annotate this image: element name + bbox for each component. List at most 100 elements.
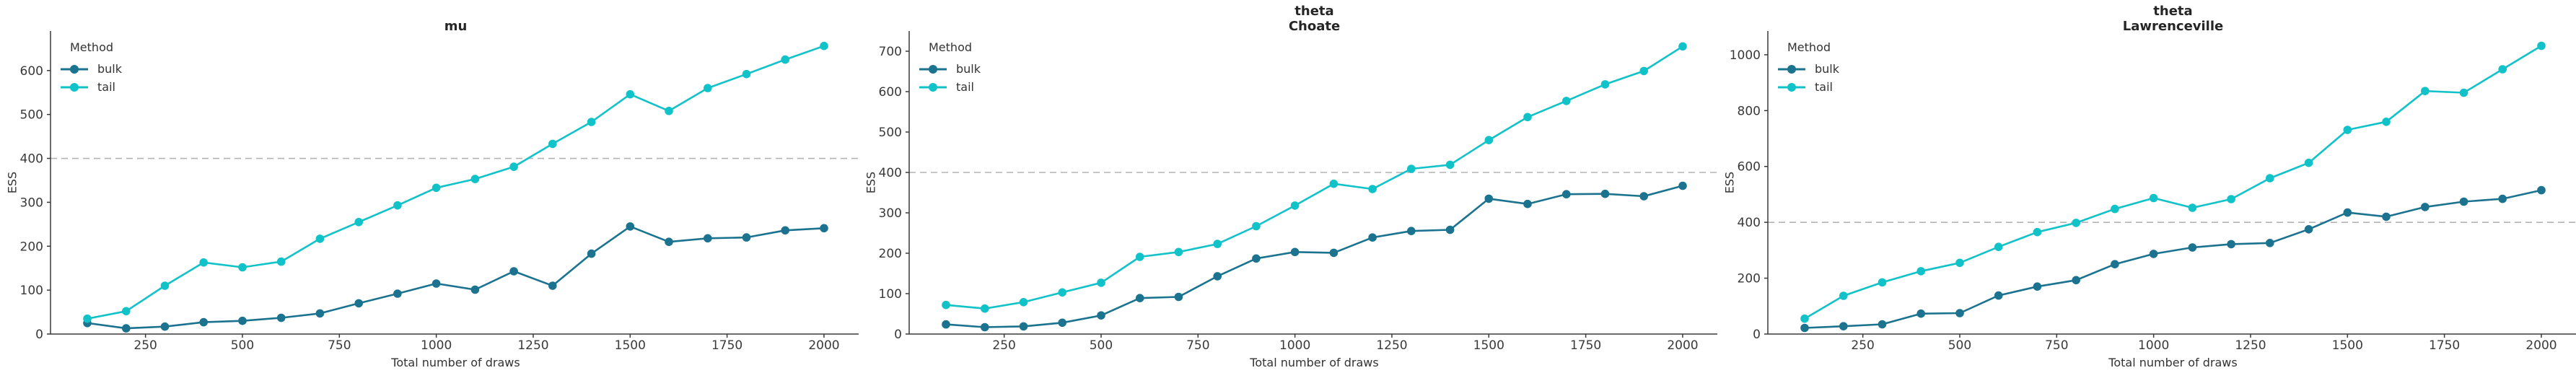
data-point-tail xyxy=(1135,253,1144,261)
data-point-bulk xyxy=(981,322,989,332)
x-axis-label: Total number of draws xyxy=(391,356,520,369)
y-tick-label: 300 xyxy=(20,196,43,210)
data-point-bulk xyxy=(160,322,170,331)
data-point-bulk xyxy=(2111,260,2119,269)
data-point-tail xyxy=(122,307,131,316)
x-tick-label: 750 xyxy=(328,338,351,353)
data-point-bulk xyxy=(742,233,751,242)
data-point-bulk xyxy=(2072,276,2080,285)
data-point-bulk xyxy=(1445,225,1455,234)
data-point-tail xyxy=(2421,87,2430,95)
data-point-bulk xyxy=(276,313,286,322)
x-tick-label: 1250 xyxy=(517,338,548,353)
data-point-bulk xyxy=(2304,225,2313,234)
data-point-tail xyxy=(393,201,402,210)
data-point-tail xyxy=(1600,80,1610,89)
data-point-bulk xyxy=(2421,203,2430,211)
tail-line-marker-icon xyxy=(919,82,947,92)
data-point-bulk xyxy=(2149,250,2158,258)
data-point-tail xyxy=(2266,174,2274,183)
data-point-bulk xyxy=(1329,248,1339,258)
data-point-bulk xyxy=(2266,239,2274,247)
data-point-bulk xyxy=(1955,309,1964,317)
y-tick-label: 500 xyxy=(20,108,43,123)
legend-label-tail: tail xyxy=(956,80,974,94)
y-tick-label: 700 xyxy=(879,45,902,59)
tail-line-marker-icon xyxy=(61,82,88,92)
data-point-bulk xyxy=(238,316,247,325)
legend-label-bulk: bulk xyxy=(956,62,981,76)
data-point-bulk xyxy=(2459,197,2468,206)
data-point-tail xyxy=(2343,126,2352,134)
series-line-bulk xyxy=(1803,189,2543,329)
legend-label-bulk: bulk xyxy=(1815,62,1840,76)
legend-label-bulk: bulk xyxy=(97,62,123,76)
data-point-tail xyxy=(704,84,712,92)
data-point-tail xyxy=(431,183,441,193)
data-point-tail xyxy=(160,281,170,290)
tail-line-marker-icon xyxy=(1778,82,1805,92)
y-tick-label: 200 xyxy=(879,247,902,261)
data-point-tail xyxy=(2459,88,2468,97)
data-point-bulk xyxy=(2188,243,2197,252)
x-axis-label: Total number of draws xyxy=(1250,356,1379,369)
legend-entry-tail: tail xyxy=(919,78,981,96)
y-tick-label: 400 xyxy=(879,166,902,180)
data-point-bulk xyxy=(393,289,402,298)
data-point-tail xyxy=(1329,179,1339,188)
data-point-tail xyxy=(2111,204,2119,214)
x-tick-label: 1000 xyxy=(421,338,452,353)
panel-title-theta-lawrenceville: theta Lawrenceville xyxy=(2122,4,2224,34)
data-point-bulk xyxy=(1562,190,1571,199)
data-point-tail xyxy=(2498,65,2507,74)
data-point-bulk xyxy=(509,267,518,276)
data-point-bulk xyxy=(942,320,950,329)
data-point-bulk xyxy=(1994,291,2003,300)
data-point-tail xyxy=(1878,278,1887,287)
data-point-bulk xyxy=(1213,272,1222,281)
panel-theta-lawrenceville: 250 500 750 1000 1250 1500 1750 2000 0 200 400 600 8… xyxy=(1717,0,2576,373)
data-point-tail xyxy=(1407,164,1416,173)
legend-entry-bulk: bulk xyxy=(919,60,981,78)
data-point-tail xyxy=(665,107,673,115)
y-tick-label: 800 xyxy=(1738,104,1761,118)
legend-entry-bulk: bulk xyxy=(61,60,122,78)
series-line-bulk xyxy=(86,225,825,330)
data-point-bulk xyxy=(1484,194,1494,203)
plot-area-theta-choate: 250 500 750 1000 1250 1500 1750 2000 0 100 200 300 4… xyxy=(879,31,1717,353)
bulk-line-marker-icon xyxy=(919,64,947,74)
data-point-tail xyxy=(1523,113,1532,122)
data-point-tail xyxy=(2382,118,2391,126)
data-point-bulk xyxy=(2227,240,2235,249)
data-point-tail xyxy=(509,162,518,171)
x-tick-label: 1250 xyxy=(2235,338,2266,353)
data-point-bulk xyxy=(199,317,209,327)
x-tick-label: 1250 xyxy=(1376,338,1407,353)
x-tick-label: 250 xyxy=(992,338,1015,353)
data-point-bulk xyxy=(1407,227,1416,236)
x-tick-label: 1750 xyxy=(1570,338,1601,353)
legend-title: Method xyxy=(1787,40,1831,54)
data-point-bulk xyxy=(1678,181,1687,190)
x-tick-label: 250 xyxy=(1851,338,1874,353)
data-point-tail xyxy=(1916,267,1925,276)
data-point-tail xyxy=(199,258,209,267)
y-tick-label: 200 xyxy=(20,240,43,254)
y-tick-label: 600 xyxy=(20,64,43,79)
data-point-tail xyxy=(2227,195,2235,203)
x-axis-label: Total number of draws xyxy=(2108,356,2238,369)
legend-entry-tail: tail xyxy=(1778,78,1839,96)
data-point-tail xyxy=(1639,66,1648,76)
data-point-bulk xyxy=(781,226,789,235)
data-point-bulk xyxy=(1639,192,1648,201)
plot-area-mu: 250 500 750 1000 1250 1500 1750 2000 0 100 200 300 4… xyxy=(20,31,859,353)
bulk-line-marker-icon xyxy=(1778,64,1805,74)
x-tick-label: 1750 xyxy=(711,338,742,353)
data-point-bulk xyxy=(587,249,596,258)
x-tick-label: 1500 xyxy=(2332,338,2363,353)
legend-label-tail: tail xyxy=(1815,80,1833,94)
data-point-tail xyxy=(548,139,557,149)
data-point-tail xyxy=(1484,136,1494,144)
legend-title: Method xyxy=(929,40,973,54)
data-point-tail xyxy=(1839,291,1848,300)
